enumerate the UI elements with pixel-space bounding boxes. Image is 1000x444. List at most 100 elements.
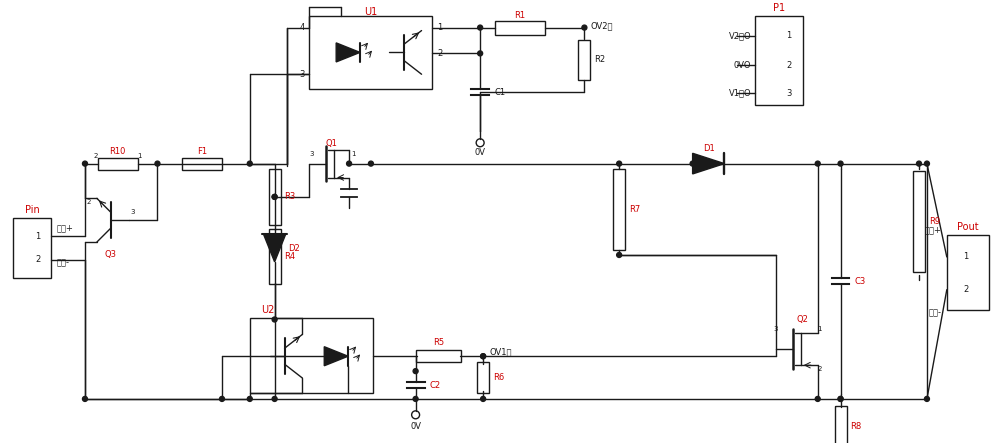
- Text: 1: 1: [137, 153, 142, 159]
- Bar: [495, 20, 545, 35]
- Text: 0V: 0V: [410, 422, 421, 431]
- Circle shape: [247, 161, 252, 166]
- Bar: [182, 158, 222, 170]
- Bar: [755, 16, 803, 105]
- Text: 输出-: 输出-: [929, 308, 942, 317]
- Bar: [913, 171, 925, 272]
- Text: 1: 1: [963, 253, 968, 262]
- Bar: [269, 169, 281, 225]
- Circle shape: [478, 25, 483, 30]
- Circle shape: [272, 194, 277, 199]
- Text: 3: 3: [130, 209, 135, 215]
- Text: 2: 2: [87, 199, 91, 205]
- Text: 2: 2: [963, 285, 968, 294]
- Text: R2: R2: [594, 56, 605, 64]
- Text: R3: R3: [285, 192, 296, 202]
- Circle shape: [82, 161, 87, 166]
- Bar: [309, 16, 432, 89]
- Text: C2: C2: [430, 381, 441, 389]
- Text: 1: 1: [437, 23, 443, 32]
- Text: Q1: Q1: [325, 139, 337, 148]
- Polygon shape: [324, 347, 348, 366]
- Circle shape: [690, 161, 695, 166]
- Circle shape: [481, 354, 486, 359]
- Polygon shape: [336, 43, 360, 62]
- Text: OV1开: OV1开: [489, 348, 512, 357]
- Text: 3: 3: [786, 89, 791, 98]
- Circle shape: [272, 194, 277, 199]
- Text: 输入-: 输入-: [56, 258, 69, 267]
- Text: OV2关: OV2关: [590, 21, 613, 30]
- Bar: [98, 158, 138, 170]
- Text: Q3: Q3: [105, 250, 117, 259]
- Circle shape: [838, 161, 843, 166]
- Text: R7: R7: [629, 205, 640, 214]
- Text: R10: R10: [110, 147, 126, 156]
- Circle shape: [413, 369, 418, 373]
- Text: 2: 2: [94, 153, 98, 159]
- Text: 2: 2: [786, 61, 791, 70]
- Text: 3: 3: [309, 151, 314, 157]
- Bar: [835, 406, 847, 444]
- Text: 输入+: 输入+: [56, 224, 73, 233]
- Circle shape: [924, 161, 929, 166]
- Circle shape: [368, 161, 373, 166]
- Circle shape: [272, 396, 277, 401]
- Bar: [13, 218, 51, 278]
- Text: 1: 1: [351, 151, 355, 157]
- Circle shape: [155, 161, 160, 166]
- Circle shape: [481, 396, 486, 401]
- Bar: [250, 317, 373, 393]
- Circle shape: [481, 354, 486, 359]
- Circle shape: [347, 161, 352, 166]
- Text: R4: R4: [285, 252, 296, 261]
- Text: 3: 3: [299, 70, 304, 79]
- Polygon shape: [693, 153, 724, 174]
- Circle shape: [815, 161, 820, 166]
- Text: R8: R8: [850, 422, 862, 431]
- Text: 0VO: 0VO: [734, 61, 751, 70]
- Bar: [416, 350, 461, 362]
- Circle shape: [247, 396, 252, 401]
- Circle shape: [617, 161, 622, 166]
- Text: 1: 1: [35, 232, 41, 241]
- Bar: [477, 362, 489, 393]
- Text: Q2: Q2: [797, 315, 809, 324]
- Circle shape: [917, 161, 921, 166]
- Circle shape: [272, 317, 277, 322]
- Text: R9: R9: [929, 217, 940, 226]
- Text: 1: 1: [817, 326, 822, 333]
- Text: F1: F1: [197, 147, 207, 156]
- Text: U2: U2: [261, 305, 274, 314]
- Text: R6: R6: [493, 373, 504, 382]
- Text: 2: 2: [818, 366, 822, 372]
- Circle shape: [924, 396, 929, 401]
- Text: Pin: Pin: [25, 205, 40, 215]
- Text: R5: R5: [433, 338, 444, 347]
- Text: 1: 1: [786, 31, 791, 40]
- Text: U1: U1: [364, 7, 378, 17]
- Text: 4: 4: [299, 23, 304, 32]
- Circle shape: [220, 396, 224, 401]
- Text: V2关O: V2关O: [729, 31, 751, 40]
- Text: D2: D2: [289, 243, 300, 253]
- Text: C1: C1: [494, 87, 505, 97]
- Circle shape: [838, 396, 843, 401]
- Circle shape: [82, 396, 87, 401]
- Text: 0V: 0V: [475, 148, 486, 157]
- Circle shape: [582, 25, 587, 30]
- Text: R1: R1: [514, 11, 525, 20]
- Circle shape: [815, 396, 820, 401]
- Text: 2: 2: [35, 255, 41, 265]
- Bar: [947, 235, 989, 309]
- Bar: [613, 169, 625, 250]
- Bar: [578, 40, 590, 80]
- Bar: [269, 229, 281, 284]
- Text: 2: 2: [437, 49, 443, 58]
- Text: P1: P1: [773, 3, 785, 13]
- Circle shape: [478, 51, 483, 56]
- Text: 输出+: 输出+: [925, 226, 942, 234]
- Text: V1开O: V1开O: [729, 89, 751, 98]
- Text: Pout: Pout: [957, 222, 978, 232]
- Polygon shape: [263, 234, 286, 262]
